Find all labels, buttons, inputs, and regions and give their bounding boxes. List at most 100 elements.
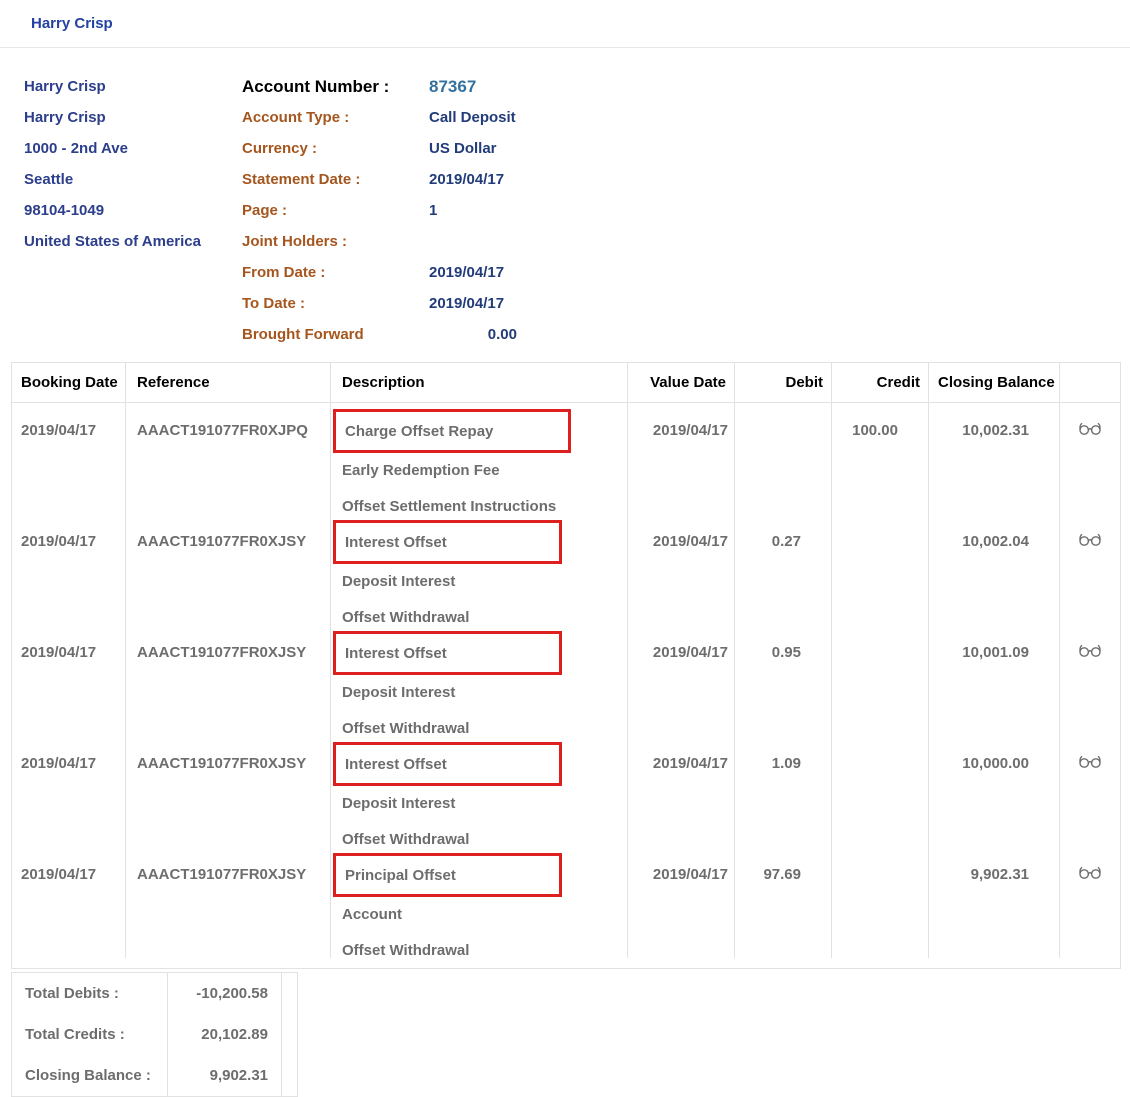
reference-cell: AAACT191077FR0XJSY — [126, 736, 331, 847]
debit-cell: 1.09 — [735, 736, 832, 847]
field-label: Currency : — [242, 140, 318, 157]
total-credits-value: 20,102.89 — [168, 1014, 282, 1055]
description-cell: Charge Offset Repay Early Redemption Fee… — [331, 403, 628, 514]
description-highlighted-item[interactable]: Interest Offset — [333, 631, 562, 675]
credit-cell — [832, 847, 929, 958]
table-row: 2019/04/17 AAACT191077FR0XJSY Interest O… — [12, 736, 1120, 847]
customer-name-link[interactable]: Harry Crisp — [31, 15, 113, 32]
total-debits-label: Total Debits : — [12, 973, 168, 1014]
actions-cell — [1060, 514, 1120, 625]
field-value: 2019/04/17 — [429, 171, 505, 188]
account-number-row: Account Number : 87367 — [242, 71, 517, 102]
actions-cell — [1060, 625, 1120, 736]
header-description: Description — [331, 363, 628, 402]
to-date-row: To Date : 2019/04/17 — [242, 288, 517, 319]
closing-balance-cell: 9,902.31 — [929, 847, 1060, 958]
description-cell: Principal Offset Account Offset Withdraw… — [331, 847, 628, 958]
glasses-icon[interactable] — [1078, 642, 1102, 658]
booking-date-cell: 2019/04/17 — [12, 514, 126, 625]
header-closing-balance: Closing Balance — [929, 363, 1060, 402]
closing-balance-cell: 10,002.31 — [929, 403, 1060, 514]
glasses-icon[interactable] — [1078, 864, 1102, 880]
page-row: Page : 1 — [242, 195, 517, 226]
joint-holders-row: Joint Holders : — [242, 226, 517, 257]
reference-cell: AAACT191077FR0XJSY — [126, 847, 331, 958]
debit-cell — [735, 403, 832, 514]
field-value: US Dollar — [429, 140, 497, 157]
reference-cell: AAACT191077FR0XJSY — [126, 625, 331, 736]
field-label: From Date : — [242, 264, 326, 281]
totals-spacer — [282, 973, 297, 1014]
debit-cell: 97.69 — [735, 847, 832, 958]
booking-date-cell: 2019/04/17 — [12, 847, 126, 958]
account-info-section: Harry Crisp Harry Crisp 1000 - 2nd Ave S… — [24, 71, 1130, 350]
debit-cell: 0.95 — [735, 625, 832, 736]
value-date-cell: 2019/04/17 — [628, 847, 735, 958]
closing-balance-value: 9,902.31 — [168, 1055, 282, 1096]
description-cell: Interest Offset Deposit Interest Offset … — [331, 514, 628, 625]
table-header-row: Booking Date Reference Description Value… — [12, 363, 1120, 403]
description-line: Offset Withdrawal — [342, 942, 470, 959]
description-highlighted-item[interactable]: Interest Offset — [333, 520, 562, 564]
actions-cell — [1060, 847, 1120, 958]
field-value: 2019/04/17 — [429, 295, 505, 312]
glasses-icon[interactable] — [1078, 753, 1102, 769]
description-highlighted-item[interactable]: Interest Offset — [333, 742, 562, 786]
transactions-table: Booking Date Reference Description Value… — [11, 362, 1121, 969]
address-line: Harry Crisp — [24, 109, 106, 126]
top-bar: Harry Crisp — [0, 0, 1130, 48]
header-value-date: Value Date — [628, 363, 735, 402]
credit-cell — [832, 514, 929, 625]
address-line: 1000 - 2nd Ave — [24, 140, 128, 157]
address-line: Seattle — [24, 171, 74, 188]
description-line: Deposit Interest — [342, 795, 456, 812]
debit-cell: 0.27 — [735, 514, 832, 625]
account-details-block: Account Number : 87367 Account Type : Ca… — [242, 71, 517, 350]
header-reference: Reference — [126, 363, 331, 402]
description-cell: Interest Offset Deposit Interest Offset … — [331, 736, 628, 847]
credit-cell — [832, 625, 929, 736]
value-date-cell: 2019/04/17 — [628, 403, 735, 514]
table-row: 2019/04/17 AAACT191077FR0XJSY Interest O… — [12, 625, 1120, 736]
reference-cell: AAACT191077FR0XJPQ — [126, 403, 331, 514]
customer-address-block: Harry Crisp Harry Crisp 1000 - 2nd Ave S… — [24, 71, 242, 350]
actions-cell — [1060, 736, 1120, 847]
credit-cell — [832, 736, 929, 847]
brought-forward-label: Brought Forward — [242, 326, 364, 343]
glasses-icon[interactable] — [1078, 531, 1102, 547]
field-label: Page : — [242, 202, 288, 219]
description-highlighted-item[interactable]: Charge Offset Repay — [333, 409, 571, 453]
description-line: Offset Withdrawal — [342, 720, 470, 737]
closing-balance-cell: 10,001.09 — [929, 625, 1060, 736]
description-highlighted-item[interactable]: Principal Offset — [333, 853, 562, 897]
statement-date-row: Statement Date : 2019/04/17 — [242, 164, 517, 195]
account-number-value: 87367 — [429, 77, 477, 96]
booking-date-cell: 2019/04/17 — [12, 403, 126, 514]
header-booking-date: Booking Date — [12, 363, 126, 402]
totals-spacer — [282, 1014, 297, 1055]
account-type-row: Account Type : Call Deposit — [242, 102, 517, 133]
address-line: Harry Crisp — [24, 78, 106, 95]
totals-summary-box: Total Debits : -10,200.58 Total Credits … — [11, 972, 298, 1097]
value-date-cell: 2019/04/17 — [628, 625, 735, 736]
table-body: 2019/04/17 AAACT191077FR0XJPQ Charge Off… — [12, 403, 1120, 968]
closing-balance-cell: 10,002.04 — [929, 514, 1060, 625]
field-value: 2019/04/17 — [429, 264, 505, 281]
description-line: Account — [342, 906, 402, 923]
description-line: Deposit Interest — [342, 573, 456, 590]
field-label: To Date : — [242, 295, 306, 312]
from-date-row: From Date : 2019/04/17 — [242, 257, 517, 288]
header-credit: Credit — [832, 363, 929, 402]
reference-cell: AAACT191077FR0XJSY — [126, 514, 331, 625]
booking-date-cell: 2019/04/17 — [12, 625, 126, 736]
table-row: 2019/04/17 AAACT191077FR0XJSY Principal … — [12, 847, 1120, 958]
field-label: Joint Holders : — [242, 233, 348, 250]
header-actions — [1060, 363, 1120, 402]
total-credits-label: Total Credits : — [12, 1014, 168, 1055]
value-date-cell: 2019/04/17 — [628, 736, 735, 847]
total-debits-value: -10,200.58 — [168, 973, 282, 1014]
closing-balance-label: Closing Balance : — [12, 1055, 168, 1096]
description-cell: Interest Offset Deposit Interest Offset … — [331, 625, 628, 736]
table-row: 2019/04/17 AAACT191077FR0XJPQ Charge Off… — [12, 403, 1120, 514]
glasses-icon[interactable] — [1078, 420, 1102, 436]
